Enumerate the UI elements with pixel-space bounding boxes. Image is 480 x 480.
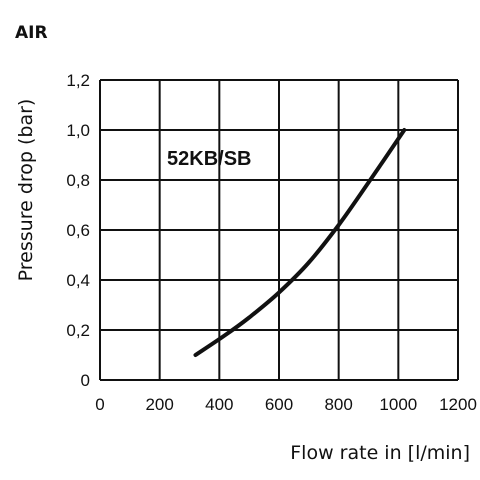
y-tick-label: 0,4 — [66, 271, 90, 290]
x-tick-label: 0 — [95, 395, 104, 414]
x-tick-labels: 0 200 400 600 800 1000 1200 — [95, 395, 477, 414]
series-annotation: 52KB/SB — [167, 148, 251, 170]
y-tick-label: 0,6 — [66, 221, 90, 240]
x-tick-label: 1000 — [379, 395, 417, 414]
y-tick-labels: 0 0,2 0,4 0,6 0,8 1,0 1,2 — [66, 71, 90, 390]
y-tick-label: 0,8 — [66, 171, 90, 190]
y-axis-label: Pressure drop (bar) — [15, 99, 37, 282]
x-tick-label: 800 — [324, 395, 352, 414]
y-tick-label: 1,2 — [66, 71, 90, 90]
y-tick-label: 1,0 — [66, 121, 90, 140]
chart-title: AIR — [15, 23, 48, 43]
chart-grid — [99, 79, 459, 381]
pressure-drop-curve — [193, 128, 407, 357]
x-tick-label: 600 — [265, 395, 293, 414]
x-tick-label: 200 — [145, 395, 173, 414]
x-tick-label: 1200 — [439, 395, 477, 414]
y-tick-label: 0,2 — [66, 321, 90, 340]
x-axis-label: Flow rate in [l/min] — [290, 442, 470, 464]
x-tick-label: 400 — [205, 395, 233, 414]
y-tick-label: 0 — [81, 371, 90, 390]
